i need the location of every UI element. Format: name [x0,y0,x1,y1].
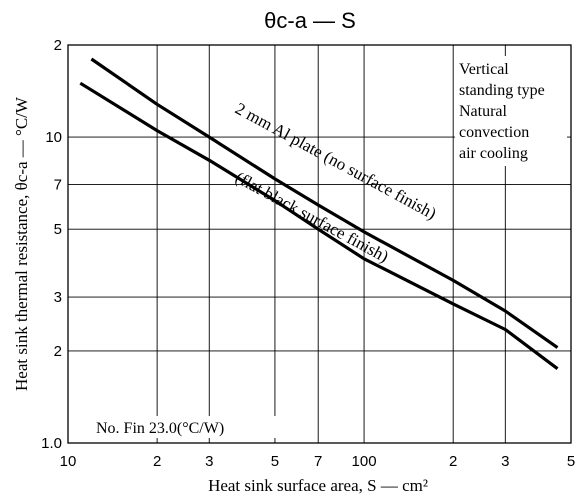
x-axis-label: Heat sink surface area, S — cm² [208,476,428,495]
y-tick-label: 2 [54,343,62,360]
condition-line-4: convection [459,124,529,141]
y-tick-label: 7 [54,176,62,193]
plot-frame [67,44,572,444]
x-tick-label: 5 [567,453,575,470]
y-tick-labels: 1.0 2 3 5 7 10 2 [41,37,62,452]
y-tick-label: 2 [54,37,62,54]
series-line-1 [90,57,559,349]
condition-line-1: Vertical [459,61,509,78]
y-tick-label: 5 [54,221,62,238]
chart-title: θc-a — S [264,8,356,33]
x-tick-label: 2 [153,453,161,470]
no-fin-bg [94,416,284,438]
x-tick-label: 3 [501,453,509,470]
y-tick-label: 3 [54,289,62,306]
x-tick-label: 10 [60,453,77,470]
series-label-1: 2 mm Al plate (no surface finish) [232,99,439,223]
condition-line-2: standing type [459,82,545,99]
series-line-2 [79,81,559,370]
conditions-box-bg [455,56,567,166]
x-tick-label: 3 [205,453,213,470]
x-tick-label: 7 [314,453,322,470]
x-tick-labels: 10 2 3 5 7 100 2 3 5 [60,453,576,470]
grid [68,45,571,443]
series-layer [79,57,559,370]
y-tick-label: 10 [45,129,62,146]
y-tick-label: 1.0 [41,435,62,452]
x-tick-label: 2 [449,453,457,470]
x-tick-label: 5 [271,453,279,470]
y-axis-label: Heat sink thermal resistance, θc-a — °C/… [12,96,31,391]
condition-line-5: air cooling [459,145,528,162]
no-fin-annotation: No. Fin 23.0(°C/W) [96,420,224,437]
condition-line-3: Natural [459,103,508,120]
x-tick-label: 100 [352,453,377,470]
